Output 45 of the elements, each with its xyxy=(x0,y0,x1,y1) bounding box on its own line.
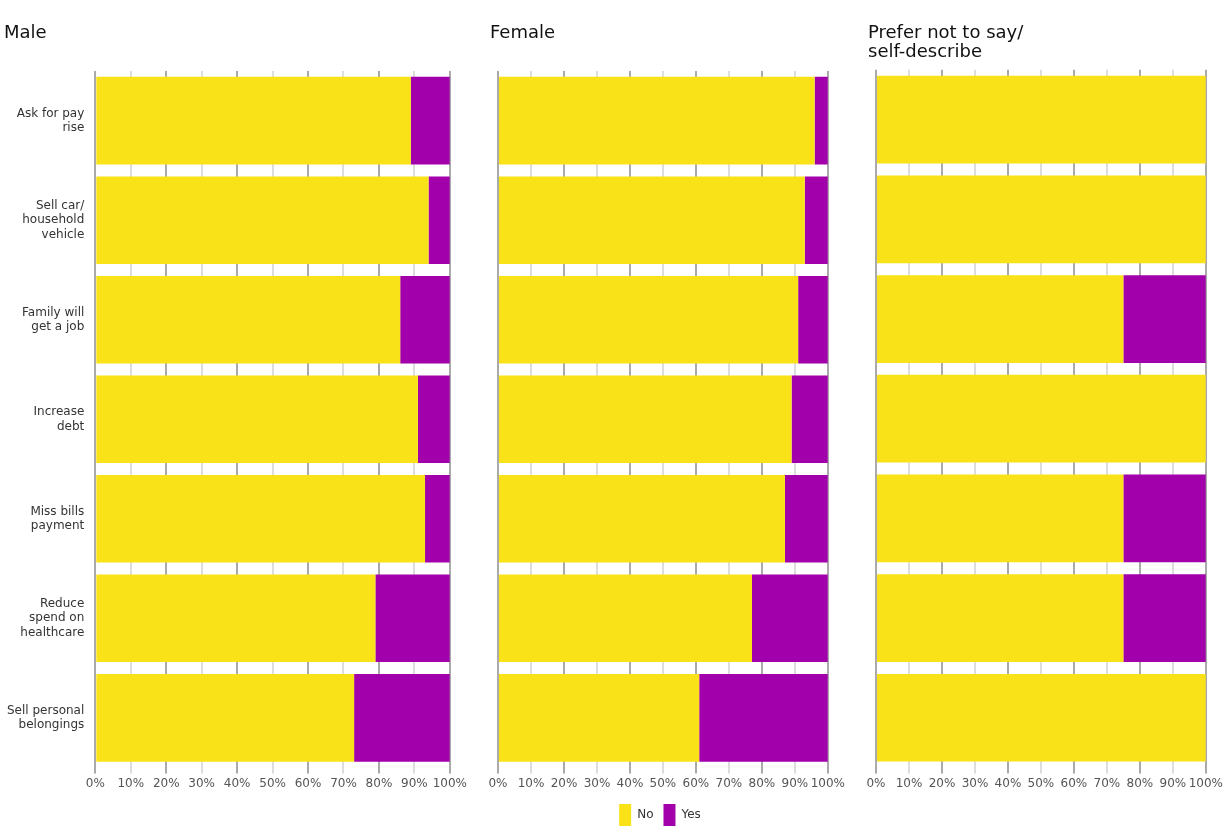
x-tick-label: 60% xyxy=(1060,775,1088,790)
x-tick-label: 0% xyxy=(488,775,508,790)
x-tick-label: 50% xyxy=(649,775,677,790)
y-tick-label: Miss bills payment xyxy=(30,503,85,533)
y-tick-label: Sell car/ household vehicle xyxy=(22,197,86,241)
x-tick-label: 30% xyxy=(188,775,215,790)
x-tick-label: 80% xyxy=(365,775,393,790)
x-tick-label: 10% xyxy=(117,775,145,790)
chart-title: Female xyxy=(490,21,556,43)
legend-label: No xyxy=(637,807,654,822)
x-tick-label: 30% xyxy=(583,775,611,790)
x-tick-label: 60% xyxy=(294,775,322,790)
x-tick-label: 70% xyxy=(715,775,743,790)
x-tick-label: 20% xyxy=(928,775,956,790)
x-tick-label: 70% xyxy=(1093,775,1121,790)
x-tick-label: 0% xyxy=(85,775,105,790)
x-tick-label: 30% xyxy=(961,775,989,790)
x-tick-label: 40% xyxy=(223,775,251,790)
chart-title: Prefer not to say/ self-describe xyxy=(868,21,1025,62)
y-tick-label: Family will get a job xyxy=(22,304,85,334)
x-tick-label: 20% xyxy=(152,775,180,790)
x-tick-label: 100% xyxy=(432,775,467,790)
y-tick-label: Increase debt xyxy=(33,404,85,433)
y-tick-label: Ask for pay rise xyxy=(16,105,85,134)
x-tick-label: 90% xyxy=(1159,775,1187,790)
x-tick-label: 40% xyxy=(616,775,644,790)
x-tick-label: 40% xyxy=(994,775,1022,790)
x-tick-label: 20% xyxy=(550,775,578,790)
x-tick-label: 60% xyxy=(682,775,710,790)
x-tick-label: 70% xyxy=(330,775,357,790)
y-tick-label: Reduce spend on healthcare xyxy=(20,596,85,639)
x-tick-label: 100% xyxy=(1188,775,1223,790)
chart-title: Male xyxy=(4,21,47,43)
x-tick-label: 10% xyxy=(517,775,545,790)
x-tick-label: 0% xyxy=(866,775,886,790)
x-tick-label: 80% xyxy=(1126,775,1154,790)
x-tick-label: 50% xyxy=(1027,775,1055,790)
x-tick-label: 80% xyxy=(748,775,776,790)
y-tick-label: Sell personal belongings xyxy=(6,702,85,732)
x-tick-label: 90% xyxy=(401,775,428,790)
x-tick-label: 90% xyxy=(781,775,809,790)
legend-label: Yes xyxy=(680,807,701,822)
x-tick-label: 50% xyxy=(259,775,286,790)
x-tick-label: 100% xyxy=(810,775,845,790)
x-tick-label: 10% xyxy=(895,775,923,790)
